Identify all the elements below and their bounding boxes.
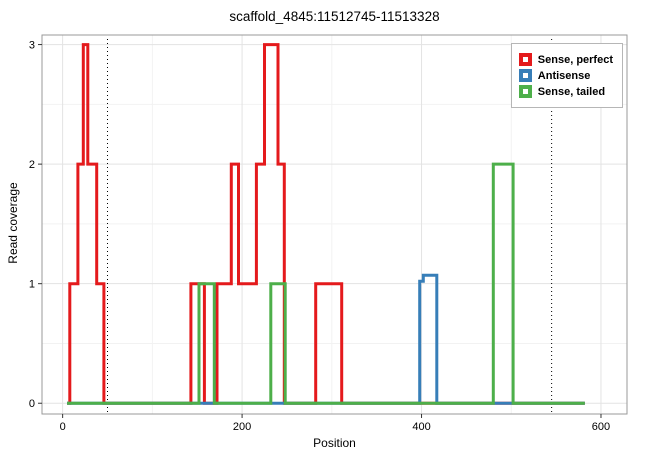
- legend-item-antisense: Antisense: [518, 69, 613, 82]
- y-axis-label: Read coverage: [6, 182, 20, 264]
- x-tick-label: 600: [592, 421, 610, 433]
- legend-swatch-antisense: [518, 69, 532, 82]
- x-tick-label: 0: [60, 421, 66, 433]
- y-tick-label: 0: [29, 398, 35, 410]
- y-tick-label: 1: [29, 279, 35, 291]
- legend-swatch-sense-tailed: [518, 85, 532, 98]
- y-tick-label: 3: [29, 40, 35, 52]
- legend-swatch-sense-perfect: [518, 53, 532, 66]
- x-tick-label: 400: [412, 421, 430, 433]
- series-antisense: [67, 273, 585, 405]
- x-axis-label: Position: [313, 436, 356, 450]
- y-tick-label: 2: [29, 159, 35, 171]
- chart-title: scaffold_4845:11512745-11513328: [229, 9, 440, 24]
- legend-label-antisense: Antisense: [537, 69, 591, 82]
- series-sense-tailed: [67, 162, 585, 405]
- legend: Sense, perfect Antisense Sense, tailed: [510, 43, 623, 108]
- series-sense-perfect: [67, 43, 585, 405]
- legend-label-sense-tailed: Sense, tailed: [537, 85, 606, 98]
- plot-panel-border: [41, 34, 628, 415]
- legend-label-sense-perfect: Sense, perfect: [537, 53, 613, 66]
- legend-item-sense-perfect: Sense, perfect: [518, 53, 613, 66]
- legend-item-sense-tailed: Sense, tailed: [518, 85, 613, 98]
- x-tick-label: 200: [233, 421, 251, 433]
